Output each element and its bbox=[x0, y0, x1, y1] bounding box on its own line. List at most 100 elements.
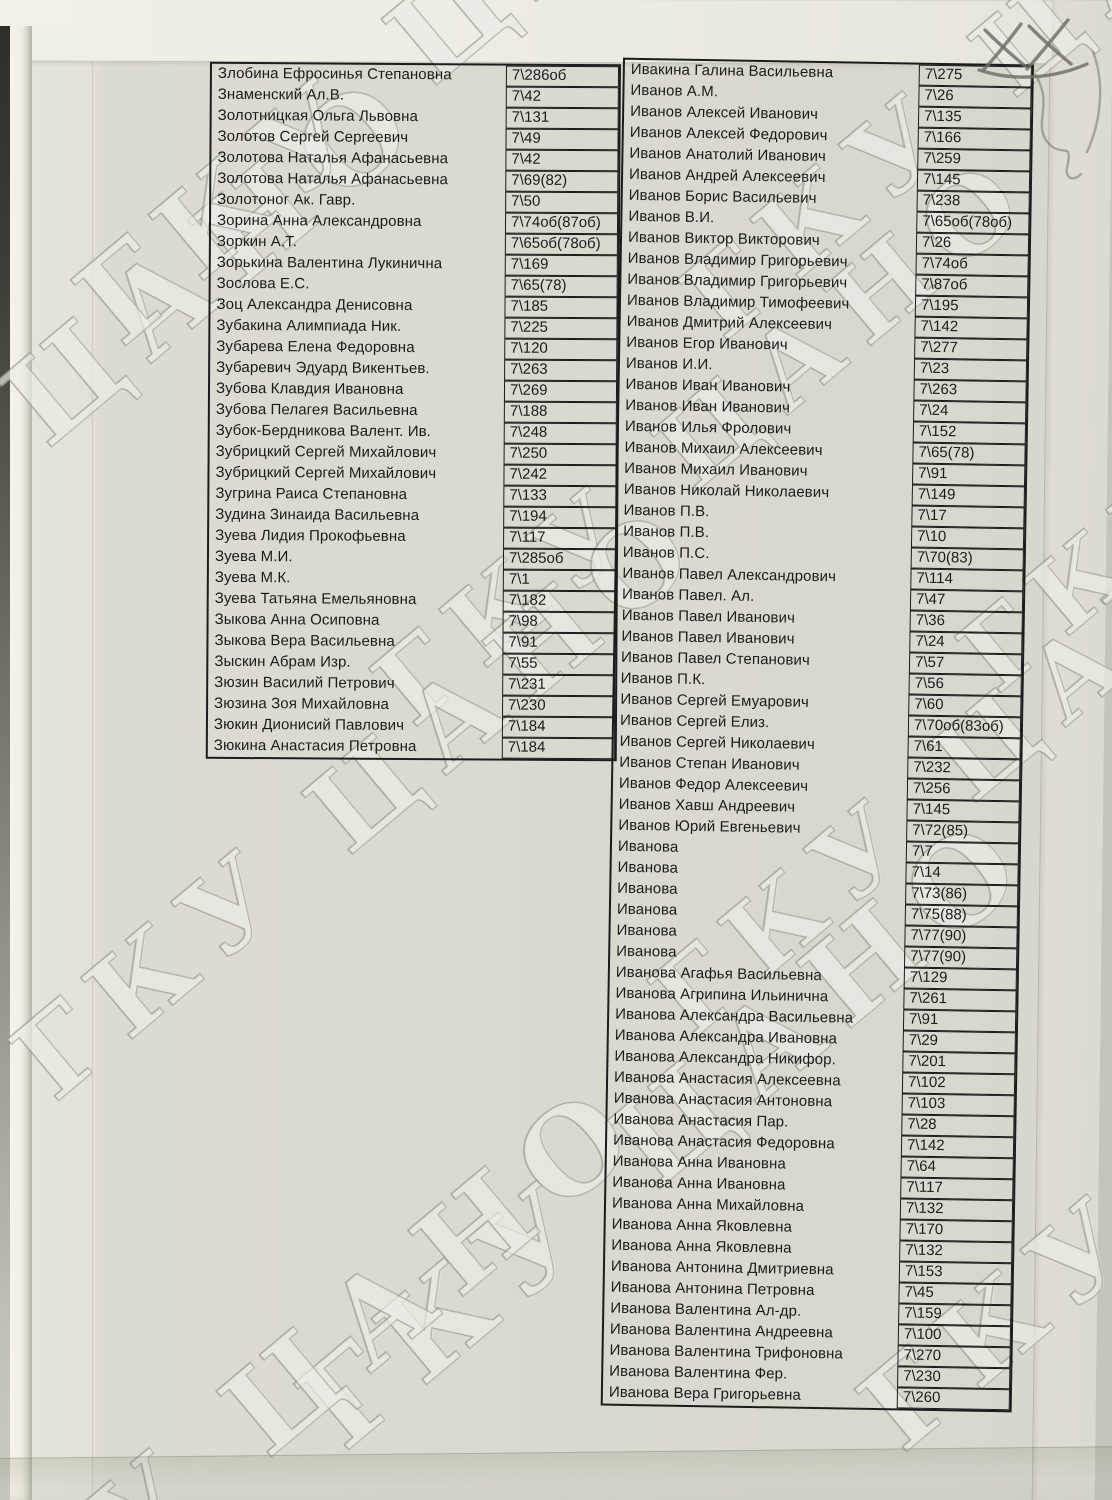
ref-number: 7\47 bbox=[909, 589, 1024, 613]
table-row: Зубаревич Эдуард Викентьев. 7\263 bbox=[210, 358, 618, 382]
ref-number: 7\195 bbox=[914, 295, 1029, 319]
ref-number: 7\74об bbox=[915, 253, 1029, 277]
ref-number: 7\248 bbox=[503, 422, 617, 445]
table-row: Зоц Александра Денисовна 7\185 bbox=[210, 295, 618, 319]
ref-number: 7\17 bbox=[911, 505, 1025, 529]
table-row: Зослова Е.С. 7\65(78) bbox=[211, 274, 618, 298]
ref-number: 7\77(90) bbox=[903, 946, 1018, 970]
ref-number: 7\61 bbox=[907, 736, 1021, 760]
ref-number: 7\145 bbox=[906, 799, 1020, 823]
ref-number: 7\14 bbox=[905, 862, 1019, 886]
person-name: Зюкина Анастасия Петровна bbox=[213, 736, 417, 756]
person-name: Злобина Ефросинья Степановна bbox=[217, 64, 452, 84]
paper-top-band bbox=[27, 0, 1053, 65]
person-name: Золотова Наталья Афанасьевна bbox=[217, 148, 449, 168]
person-name: Зоц Александра Денисовна bbox=[216, 295, 413, 315]
table-row: Зубарева Елена Федоровна 7\120 bbox=[210, 337, 618, 361]
person-name: Золотницкая Ольга Львовна bbox=[217, 106, 419, 126]
table-row: Зуева Лидия Прокофьевна 7\117 bbox=[209, 526, 617, 550]
page-edge-white bbox=[10, 0, 32, 1500]
ref-number: 7\57 bbox=[908, 652, 1023, 676]
ref-number: 7\230 bbox=[897, 1366, 1011, 1390]
ref-number: 7\91 bbox=[902, 1009, 1017, 1033]
table-row: Зюзин Василий Петрович 7\231 bbox=[208, 673, 616, 697]
ref-number: 7\7 bbox=[905, 841, 1020, 865]
ref-number: 7\263 bbox=[504, 359, 618, 382]
person-name: Иванова Вера Григорьевна bbox=[608, 1383, 802, 1404]
ref-number: 7\65(78) bbox=[912, 442, 1026, 466]
ref-number: 7\184 bbox=[501, 716, 616, 739]
ref-number: 7\102 bbox=[901, 1072, 1016, 1096]
person-name: Знаменский Ал.В. bbox=[217, 85, 345, 104]
ref-number: 7\238 bbox=[916, 190, 1030, 214]
table-row: Зыскин Абрам Изр. 7\55 bbox=[208, 652, 616, 676]
ref-number: 7\131 bbox=[505, 107, 619, 130]
person-name: Зубова Клавдия Ивановна bbox=[215, 379, 404, 398]
table-row: Золотоног Ак. Гавр. 7\50 bbox=[211, 190, 619, 214]
ref-number: 7\182 bbox=[502, 590, 616, 613]
ref-number: 7\132 bbox=[899, 1198, 1014, 1222]
ref-number: 7\65(78) bbox=[504, 275, 618, 298]
ref-number: 7\98 bbox=[502, 611, 616, 634]
ref-number: 7\72(85) bbox=[906, 820, 1020, 844]
person-name: Зюкин Дионисий Павлович bbox=[213, 715, 405, 734]
person-name: Зуева Лидия Прокофьевна bbox=[215, 526, 406, 545]
ref-number: 7\87об bbox=[915, 274, 1029, 298]
ref-number: 7\77(90) bbox=[904, 925, 1018, 949]
table-row: Зуева Татьяна Емельяновна 7\182 bbox=[209, 589, 616, 613]
ref-number: 7\142 bbox=[900, 1135, 1015, 1159]
ref-number: 7\73(86) bbox=[905, 883, 1019, 907]
ref-number: 7\1 bbox=[502, 569, 616, 592]
table-row: Зюкина Анастасия Петровна 7\184 bbox=[208, 736, 615, 760]
ref-number: 7\159 bbox=[898, 1303, 1012, 1327]
ref-number: 7\256 bbox=[906, 778, 1021, 802]
person-name: Золотоног Ак. Гавр. bbox=[217, 190, 356, 209]
ref-number: 7\277 bbox=[914, 337, 1028, 361]
ref-number: 7\29 bbox=[902, 1030, 1016, 1054]
ref-number: 7\117 bbox=[503, 527, 617, 550]
table-row: Зюзина Зоя Михайловна 7\230 bbox=[208, 694, 616, 718]
ref-number: 7\60 bbox=[908, 694, 1022, 718]
ref-number: 7\242 bbox=[503, 464, 617, 487]
ref-number: 7\50 bbox=[505, 191, 619, 214]
ref-number: 7\263 bbox=[913, 379, 1027, 403]
ref-number: 7\194 bbox=[503, 506, 617, 529]
ref-number: 7\170 bbox=[899, 1219, 1013, 1243]
ref-number: 7\132 bbox=[899, 1240, 1013, 1264]
table-row: Зыкова Вера Васильевна 7\91 bbox=[208, 631, 616, 655]
person-name: Золотова Наталья Афанасьевна bbox=[217, 169, 448, 189]
table-row: Зуева М.И. 7\285об bbox=[209, 547, 617, 571]
ref-number: 7\49 bbox=[505, 128, 619, 151]
ref-number: 7\250 bbox=[503, 443, 617, 466]
ref-number: 7\91 bbox=[502, 632, 616, 655]
table-row: Зугрина Раиса Степановна 7\133 bbox=[209, 484, 617, 508]
person-name: Зослова Е.С. bbox=[216, 274, 310, 293]
page-edge-shadow bbox=[0, 0, 10, 1500]
person-name: Зорина Анна Александровна bbox=[216, 211, 422, 231]
handwritten-xx-mark: XX bbox=[977, 18, 1102, 180]
person-name: Зорькина Валентина Лукинична bbox=[216, 253, 443, 273]
person-name: Зубакина Алимпиада Ник. bbox=[216, 316, 402, 335]
ref-number: 7\260 bbox=[896, 1387, 1011, 1411]
table-row: Зоркин А.Т. 7\65об(78об) bbox=[211, 232, 618, 256]
person-name: Зубаревич Эдуард Викентьев. bbox=[216, 358, 430, 378]
ref-number: 7\70об(83об) bbox=[907, 715, 1022, 739]
table-row: Золотова Наталья Афанасьевна 7\42 bbox=[211, 148, 619, 172]
ref-number: 7\188 bbox=[503, 401, 617, 424]
ref-number: 7\75(88) bbox=[904, 904, 1019, 928]
ref-number: 7\24 bbox=[909, 631, 1023, 655]
paper-crease bbox=[92, 0, 93, 1500]
name-index-table-left: Злобина Ефросинья Степановна 7\286об Зна… bbox=[205, 61, 621, 762]
table-row: Зубакина Алимпиада Ник. 7\225 bbox=[210, 316, 618, 340]
ref-number: 7\42 bbox=[505, 149, 619, 172]
ref-number: 7\70(83) bbox=[910, 547, 1024, 571]
person-name: Зубарева Елена Федоровна bbox=[216, 337, 415, 357]
ref-number: 7\45 bbox=[898, 1282, 1012, 1306]
person-name: Зоркин А.Т. bbox=[216, 232, 298, 251]
ref-number: 7\26 bbox=[915, 232, 1030, 256]
person-name: Зуева М.К. bbox=[214, 568, 291, 587]
ref-number: 7\261 bbox=[903, 988, 1017, 1012]
ref-number: 7\23 bbox=[913, 358, 1028, 382]
table-row: Зубрицкий Сергей Михайлович 7\250 bbox=[210, 442, 617, 466]
